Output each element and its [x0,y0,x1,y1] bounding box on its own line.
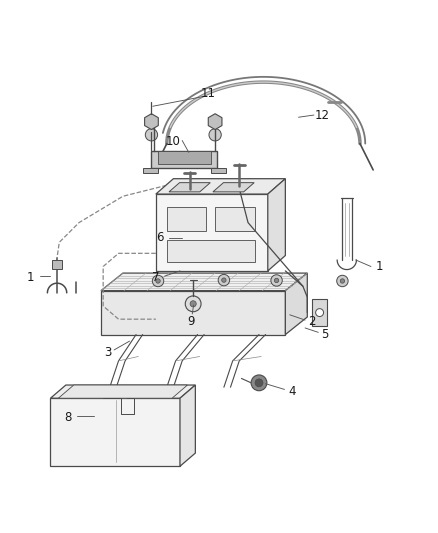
Polygon shape [166,207,206,231]
Circle shape [339,279,344,283]
Text: 8: 8 [64,411,71,424]
Circle shape [155,279,160,283]
Text: 10: 10 [166,135,180,148]
Circle shape [190,301,196,307]
Polygon shape [311,300,326,326]
Polygon shape [50,385,195,398]
Text: 2: 2 [307,315,315,328]
Circle shape [208,128,221,141]
Polygon shape [155,179,285,194]
Polygon shape [50,398,180,466]
Text: 11: 11 [201,86,215,100]
Polygon shape [210,168,226,173]
Text: 1: 1 [375,260,383,273]
Circle shape [185,296,201,312]
Text: 7: 7 [152,271,159,284]
Text: 4: 4 [287,385,295,398]
Circle shape [274,278,278,282]
Circle shape [251,375,266,391]
Circle shape [221,278,226,282]
Polygon shape [158,151,210,164]
Text: 1: 1 [27,271,35,284]
Circle shape [270,274,282,286]
Polygon shape [58,385,187,398]
Polygon shape [180,385,195,466]
Text: 6: 6 [156,231,164,245]
Circle shape [254,379,262,387]
Text: 3: 3 [104,345,111,359]
Polygon shape [208,114,222,130]
Polygon shape [151,151,217,168]
Polygon shape [215,207,254,231]
Polygon shape [142,168,158,173]
Circle shape [315,309,323,317]
Polygon shape [52,260,62,269]
Polygon shape [166,240,254,262]
Circle shape [336,275,347,287]
Polygon shape [101,273,307,290]
Polygon shape [169,183,210,192]
Polygon shape [267,179,285,271]
Polygon shape [101,290,285,335]
Polygon shape [212,183,254,192]
Circle shape [152,275,163,287]
Polygon shape [285,273,307,335]
Circle shape [145,128,157,141]
Text: 9: 9 [187,315,194,328]
Circle shape [218,274,229,286]
Text: 12: 12 [314,109,329,122]
Polygon shape [155,194,267,271]
Text: 5: 5 [321,328,328,341]
Polygon shape [144,114,158,130]
